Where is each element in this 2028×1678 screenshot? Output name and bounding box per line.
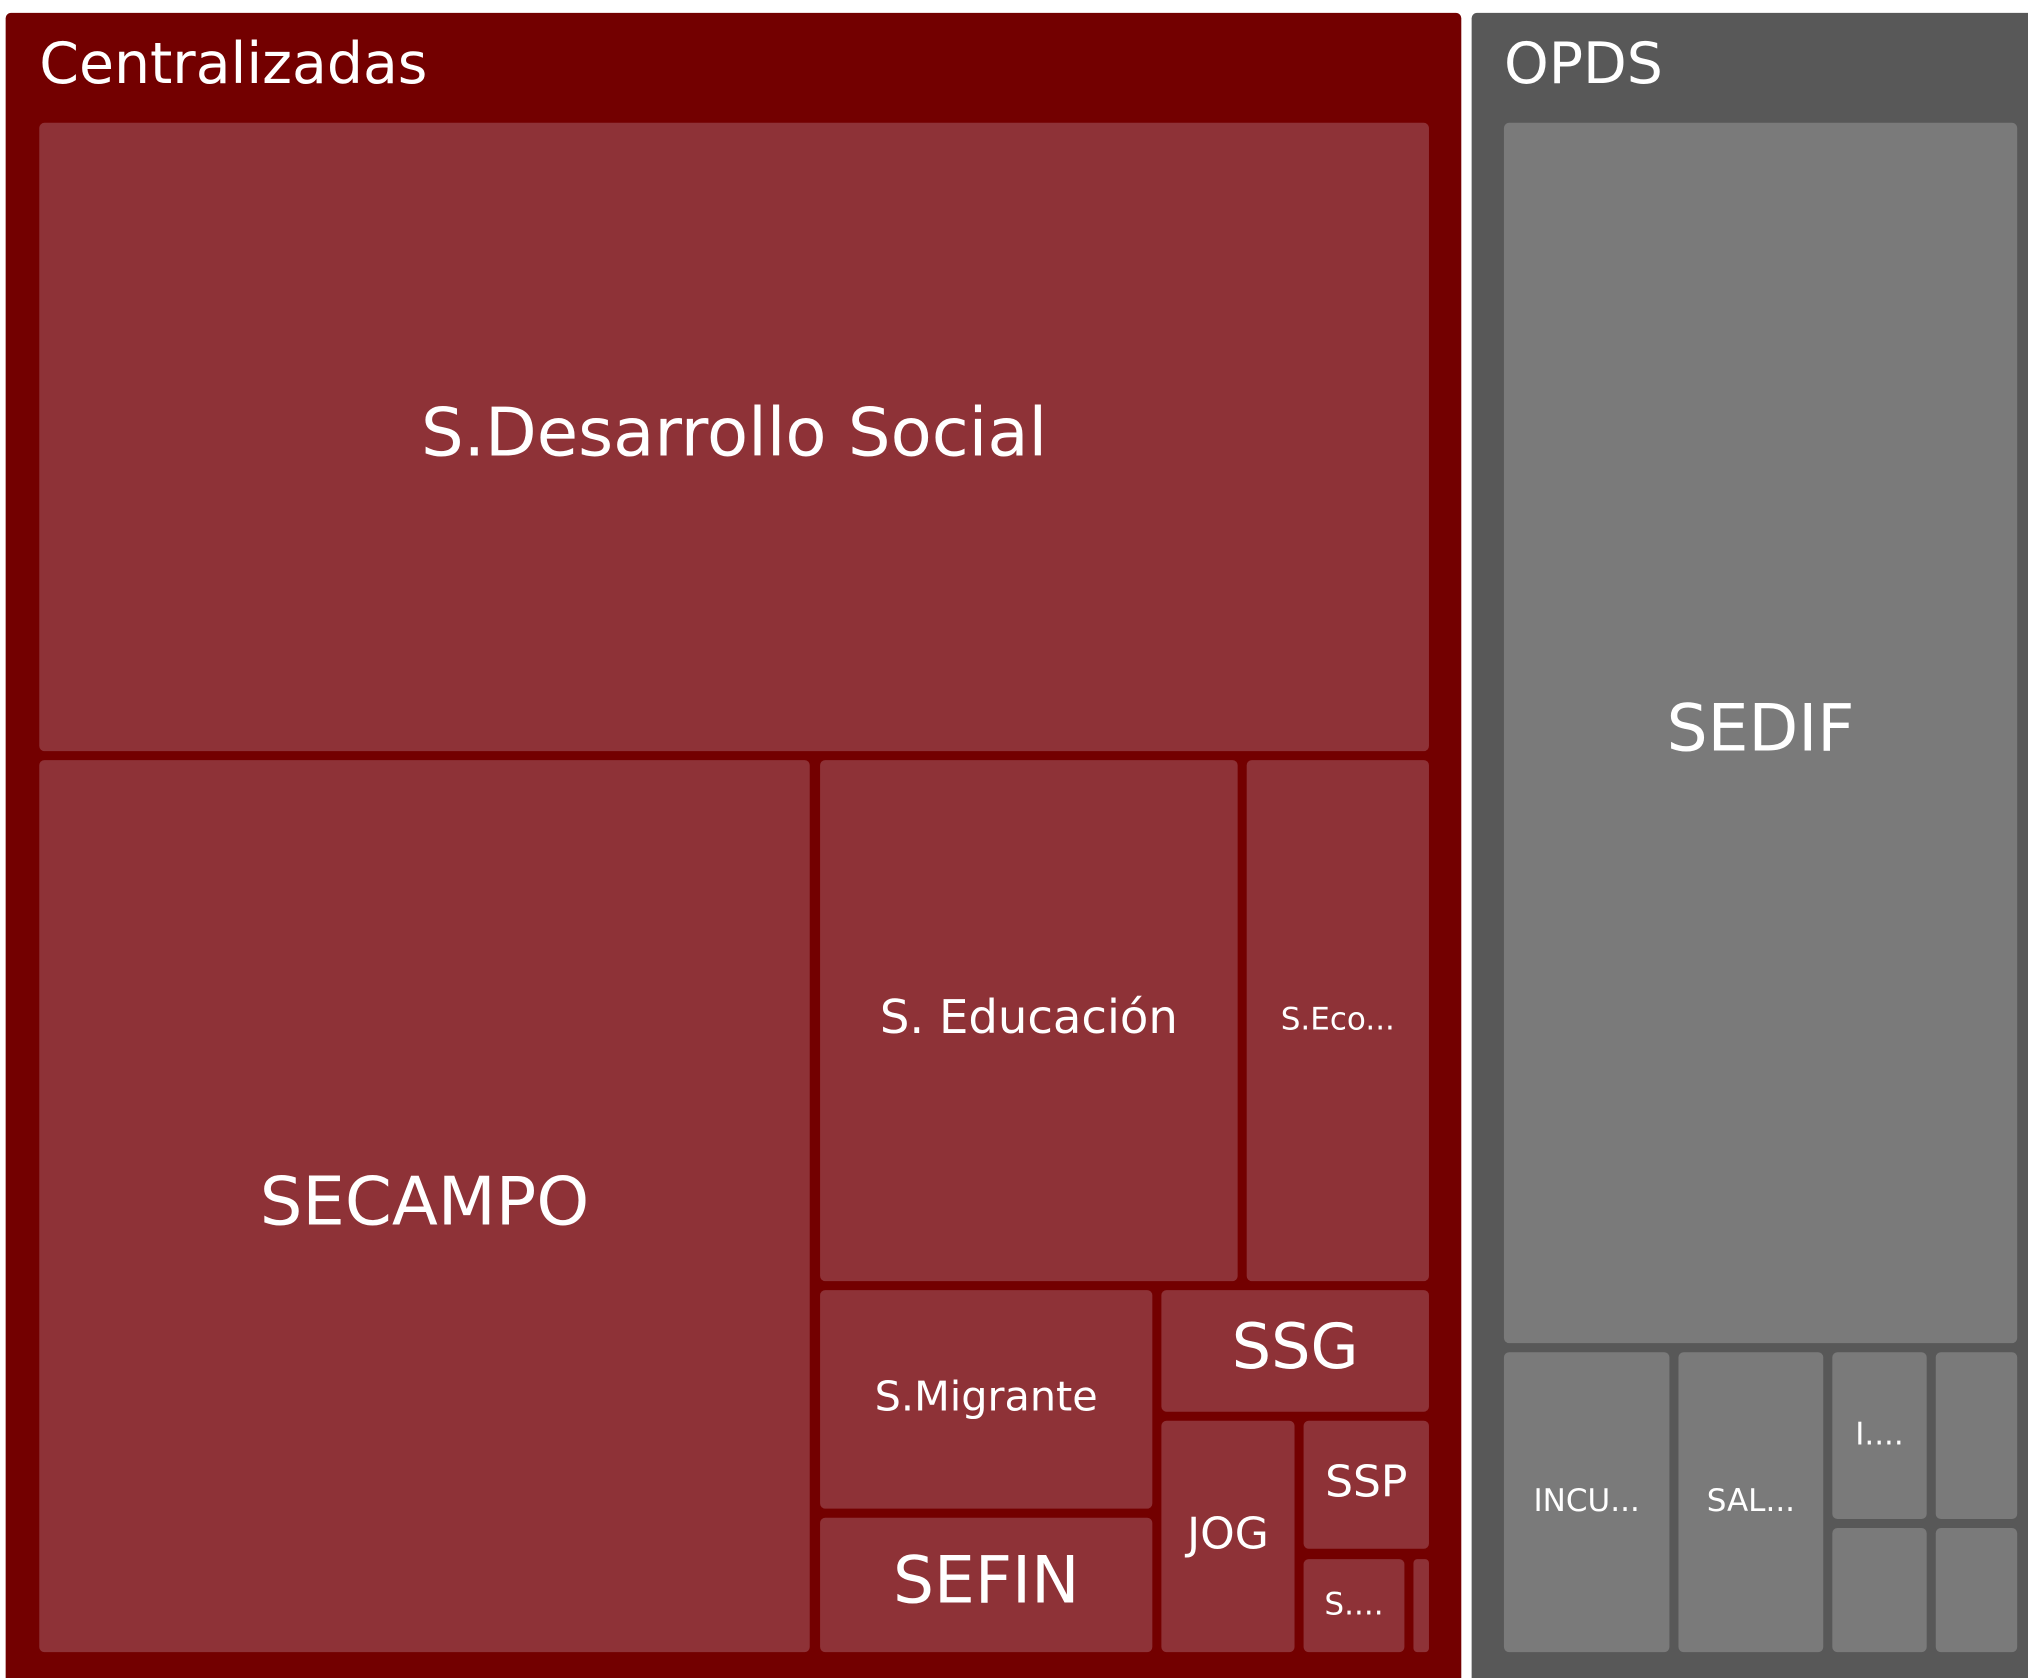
tile — [820, 760, 1238, 1282]
group-title: Centralizadas — [39, 31, 427, 97]
tile-label: S.Desarrollo Social — [421, 393, 1047, 471]
tile-label: JOG — [1184, 1508, 1269, 1559]
tile — [820, 1290, 1153, 1509]
tile — [39, 122, 1429, 752]
tile-label: S.Eco... — [1281, 1002, 1395, 1038]
tile — [1678, 1352, 1824, 1653]
tile — [1935, 1352, 2018, 1519]
tile — [1503, 1352, 1670, 1653]
tile-label: SEFIN — [893, 1543, 1079, 1618]
tile — [1303, 1559, 1405, 1653]
tile-label: SSP — [1325, 1457, 1407, 1508]
group-title: OPDS — [1504, 31, 1663, 97]
tile-label: SECAMPO — [260, 1163, 589, 1241]
tile — [1935, 1528, 2018, 1653]
tile — [1246, 760, 1429, 1282]
tile-label: SSG — [1232, 1310, 1359, 1383]
tile — [39, 760, 810, 1653]
tile-label: SEDIF — [1667, 692, 1855, 767]
tile — [1161, 1420, 1295, 1653]
tile-label: SAL... — [1707, 1483, 1795, 1519]
tile — [1832, 1352, 1927, 1519]
tile — [1503, 122, 2018, 1344]
tile-label: I.... — [1855, 1417, 1904, 1453]
tile — [1832, 1528, 1927, 1653]
tile-label: S.Migrante — [875, 1372, 1098, 1420]
tile-label: INCU... — [1534, 1483, 1640, 1519]
tile — [1161, 1290, 1429, 1412]
tile — [820, 1517, 1153, 1653]
tile-label: S. Educación — [880, 990, 1178, 1044]
tile-label: S.... — [1324, 1587, 1383, 1623]
tile — [1413, 1559, 1429, 1653]
tile — [1303, 1420, 1429, 1549]
